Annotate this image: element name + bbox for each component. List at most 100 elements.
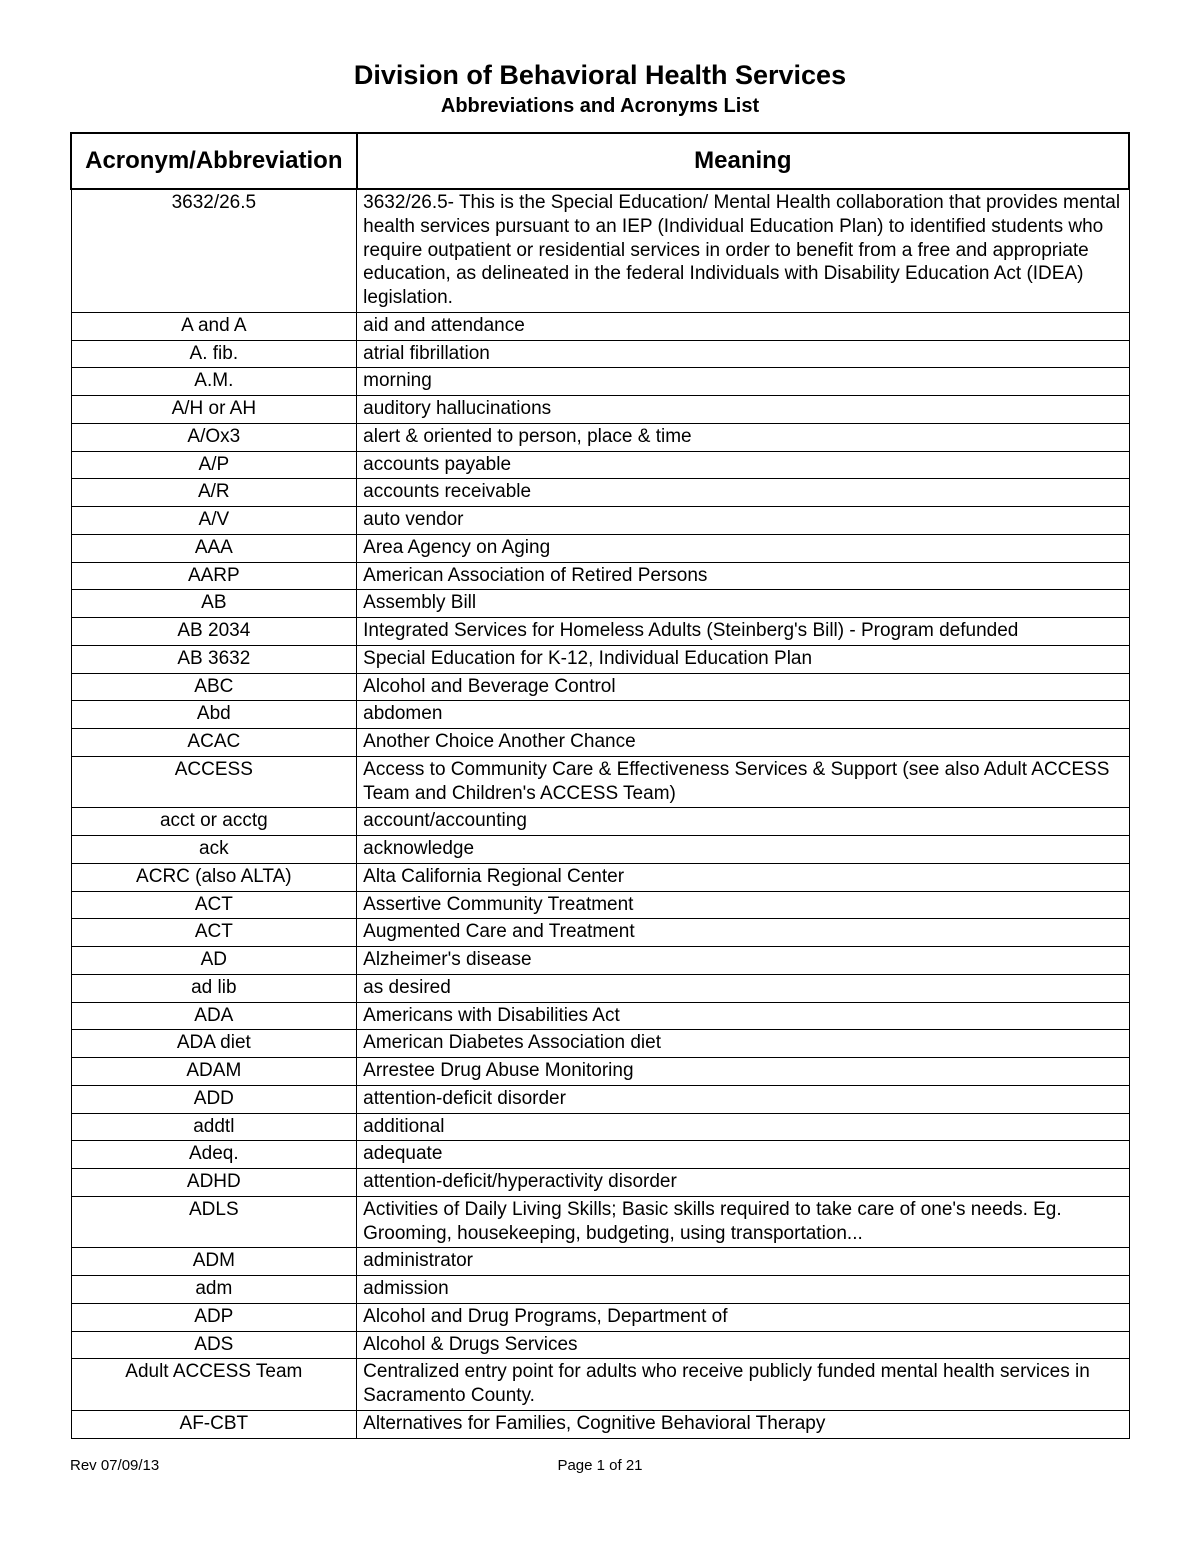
acronyms-table: Acronym/Abbreviation Meaning 3632/26.536… (70, 132, 1130, 1439)
table-header-row: Acronym/Abbreviation Meaning (71, 133, 1129, 189)
meaning-cell: Centralized entry point for adults who r… (357, 1359, 1129, 1411)
meaning-cell: alert & oriented to person, place & time (357, 423, 1129, 451)
meaning-cell: Arrestee Drug Abuse Monitoring (357, 1058, 1129, 1086)
table-row: A. fib.atrial fibrillation (71, 340, 1129, 368)
meaning-cell: Alta California Regional Center (357, 863, 1129, 891)
table-row: A/Paccounts payable (71, 451, 1129, 479)
table-row: Adult ACCESS TeamCentralized entry point… (71, 1359, 1129, 1411)
table-row: ADAlzheimer's disease (71, 947, 1129, 975)
header-acronym: Acronym/Abbreviation (71, 133, 357, 189)
acronym-cell: ACT (71, 919, 357, 947)
meaning-cell: aid and attendance (357, 312, 1129, 340)
table-row: ADMadministrator (71, 1248, 1129, 1276)
acronym-cell: ADA (71, 1002, 357, 1030)
acronym-cell: ADLS (71, 1196, 357, 1248)
meaning-cell: account/accounting (357, 808, 1129, 836)
table-row: admadmission (71, 1276, 1129, 1304)
table-row: ADAMArrestee Drug Abuse Monitoring (71, 1058, 1129, 1086)
acronym-cell: AB 3632 (71, 645, 357, 673)
table-body: 3632/26.53632/26.5- This is the Special … (71, 189, 1129, 1438)
acronym-cell: ACRC (also ALTA) (71, 863, 357, 891)
meaning-cell: Alcohol & Drugs Services (357, 1331, 1129, 1359)
meaning-cell: administrator (357, 1248, 1129, 1276)
acronym-cell: A.M. (71, 368, 357, 396)
acronym-cell: Abd (71, 701, 357, 729)
meaning-cell: acknowledge (357, 836, 1129, 864)
table-row: addtladditional (71, 1113, 1129, 1141)
acronym-cell: ADD (71, 1085, 357, 1113)
meaning-cell: Another Choice Another Chance (357, 729, 1129, 757)
table-row: AB 3632Special Education for K-12, Indiv… (71, 645, 1129, 673)
acronym-cell: ADM (71, 1248, 357, 1276)
acronym-cell: ADS (71, 1331, 357, 1359)
meaning-cell: adequate (357, 1141, 1129, 1169)
acronym-cell: ACCESS (71, 756, 357, 808)
acronym-cell: AARP (71, 562, 357, 590)
acronym-cell: addtl (71, 1113, 357, 1141)
meaning-cell: American Diabetes Association diet (357, 1030, 1129, 1058)
meaning-cell: Assembly Bill (357, 590, 1129, 618)
acronym-cell: ADP (71, 1303, 357, 1331)
table-row: ACACAnother Choice Another Chance (71, 729, 1129, 757)
table-row: 3632/26.53632/26.5- This is the Special … (71, 189, 1129, 312)
table-row: ADHDattention-deficit/hyperactivity diso… (71, 1169, 1129, 1197)
table-row: ABAssembly Bill (71, 590, 1129, 618)
acronym-cell: AB (71, 590, 357, 618)
meaning-cell: attention-deficit disorder (357, 1085, 1129, 1113)
meaning-cell: Alternatives for Families, Cognitive Beh… (357, 1410, 1129, 1438)
table-row: AF-CBTAlternatives for Families, Cogniti… (71, 1410, 1129, 1438)
table-row: AAAArea Agency on Aging (71, 534, 1129, 562)
meaning-cell: American Association of Retired Persons (357, 562, 1129, 590)
acronym-cell: A/P (71, 451, 357, 479)
table-row: ADDattention-deficit disorder (71, 1085, 1129, 1113)
acronym-cell: Adeq. (71, 1141, 357, 1169)
acronym-cell: ADHD (71, 1169, 357, 1197)
meaning-cell: Alzheimer's disease (357, 947, 1129, 975)
acronym-cell: A and A (71, 312, 357, 340)
meaning-cell: accounts receivable (357, 479, 1129, 507)
acronym-cell: ADA diet (71, 1030, 357, 1058)
table-row: A.M.morning (71, 368, 1129, 396)
acronym-cell: adm (71, 1276, 357, 1304)
table-row: A/Ox3alert & oriented to person, place &… (71, 423, 1129, 451)
acronym-cell: ADAM (71, 1058, 357, 1086)
acronym-cell: A/R (71, 479, 357, 507)
table-row: A/Vauto vendor (71, 507, 1129, 535)
meaning-cell: admission (357, 1276, 1129, 1304)
acronym-cell: A/V (71, 507, 357, 535)
table-row: ADLSActivities of Daily Living Skills; B… (71, 1196, 1129, 1248)
acronym-cell: AAA (71, 534, 357, 562)
table-row: ADA dietAmerican Diabetes Association di… (71, 1030, 1129, 1058)
meaning-cell: auto vendor (357, 507, 1129, 535)
table-row: ACTAugmented Care and Treatment (71, 919, 1129, 947)
acronym-cell: AD (71, 947, 357, 975)
meaning-cell: Assertive Community Treatment (357, 891, 1129, 919)
acronym-cell: ABC (71, 673, 357, 701)
acronym-cell: Adult ACCESS Team (71, 1359, 357, 1411)
page-footer: Rev 07/09/13 Page 1 of 21 (70, 1457, 1130, 1477)
table-row: ACCESSAccess to Community Care & Effecti… (71, 756, 1129, 808)
acronym-cell: AF-CBT (71, 1410, 357, 1438)
acronym-cell: 3632/26.5 (71, 189, 357, 312)
acronym-cell: A/H or AH (71, 396, 357, 424)
acronym-cell: ACAC (71, 729, 357, 757)
acronym-cell: A/Ox3 (71, 423, 357, 451)
acronym-cell: ACT (71, 891, 357, 919)
table-row: ACRC (also ALTA)Alta California Regional… (71, 863, 1129, 891)
document-page: Division of Behavioral Health Services A… (0, 0, 1200, 1517)
table-row: ad libas desired (71, 974, 1129, 1002)
table-row: A/H or AHauditory hallucinations (71, 396, 1129, 424)
meaning-cell: Alcohol and Drug Programs, Department of (357, 1303, 1129, 1331)
table-row: AARPAmerican Association of Retired Pers… (71, 562, 1129, 590)
table-row: ABCAlcohol and Beverage Control (71, 673, 1129, 701)
acronym-cell: AB 2034 (71, 618, 357, 646)
meaning-cell: Americans with Disabilities Act (357, 1002, 1129, 1030)
table-row: ADSAlcohol & Drugs Services (71, 1331, 1129, 1359)
table-row: ADAAmericans with Disabilities Act (71, 1002, 1129, 1030)
acronym-cell: ack (71, 836, 357, 864)
meaning-cell: Activities of Daily Living Skills; Basic… (357, 1196, 1129, 1248)
meaning-cell: 3632/26.5- This is the Special Education… (357, 189, 1129, 312)
table-row: AB 2034Integrated Services for Homeless … (71, 618, 1129, 646)
table-row: Adeq.adequate (71, 1141, 1129, 1169)
table-row: ackacknowledge (71, 836, 1129, 864)
